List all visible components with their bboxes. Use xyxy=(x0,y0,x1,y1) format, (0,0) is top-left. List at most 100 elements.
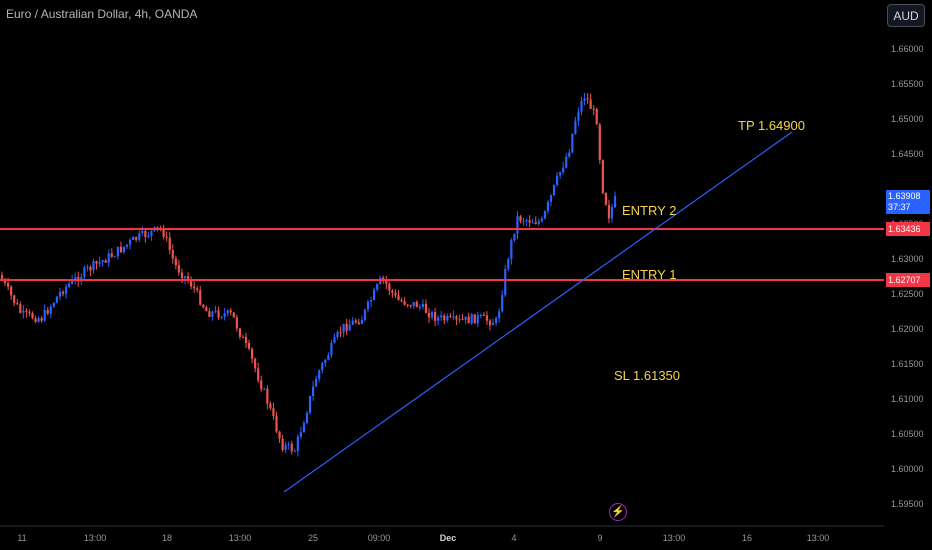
time-label: Dec xyxy=(439,533,457,543)
candle-body xyxy=(589,99,592,109)
candle-body xyxy=(449,315,452,317)
candle-body xyxy=(464,316,467,320)
candle-body xyxy=(308,395,312,413)
candle-body xyxy=(366,301,370,310)
candle-body xyxy=(400,299,403,302)
candle-body xyxy=(324,359,327,364)
candle-body xyxy=(565,156,568,168)
candle-body xyxy=(382,277,385,280)
candle-body xyxy=(546,201,550,212)
candle-body xyxy=(516,216,519,234)
candle-body xyxy=(101,260,104,262)
time-label: 13:00 xyxy=(662,533,686,543)
trendline[interactable] xyxy=(283,131,793,493)
candle-body xyxy=(592,108,595,110)
price-label: 1.63000 xyxy=(891,254,924,264)
candle-body xyxy=(284,444,287,450)
candle-body xyxy=(226,310,229,314)
price-label: 1.61500 xyxy=(891,359,924,369)
candle-body xyxy=(440,315,443,318)
candle-body xyxy=(25,310,28,312)
candle-body xyxy=(31,313,34,319)
candle-body xyxy=(55,296,58,303)
candle-body xyxy=(397,295,400,300)
candle-body xyxy=(49,306,52,314)
candle-body xyxy=(183,276,187,279)
candle-body xyxy=(10,286,13,296)
candle-body xyxy=(455,316,458,320)
price-label: 1.62000 xyxy=(891,324,924,334)
bar-countdown: 37:37 xyxy=(888,202,911,212)
candle-body xyxy=(388,283,391,291)
candle-body xyxy=(315,378,318,387)
candle-body xyxy=(437,317,440,321)
candle-body xyxy=(107,253,110,263)
time-label: 09:00 xyxy=(367,533,391,543)
candle-body xyxy=(68,283,71,287)
candle-body xyxy=(116,246,119,257)
candle-body xyxy=(607,204,611,219)
candle-body xyxy=(156,226,159,228)
candle-body xyxy=(412,302,415,307)
candle-body xyxy=(305,412,309,423)
candle-body xyxy=(568,152,571,157)
candle-body xyxy=(363,309,367,320)
candle-body xyxy=(129,239,132,245)
candle-body xyxy=(580,100,583,112)
candle-body xyxy=(485,315,489,321)
candle-body xyxy=(186,276,190,281)
candle-body xyxy=(104,260,107,263)
candle-body xyxy=(531,222,534,224)
sl-annotation[interactable]: SL 1.61350 xyxy=(614,368,681,383)
chart-title: Euro / Australian Dollar, 4h, OANDA xyxy=(6,7,198,21)
candle-body xyxy=(479,314,482,316)
currency-button[interactable]: AUD xyxy=(887,4,925,27)
candle-body xyxy=(110,253,113,257)
candle-body xyxy=(522,221,525,223)
candle-body xyxy=(22,310,25,313)
candle-body xyxy=(604,193,607,205)
candle-body xyxy=(260,380,263,390)
candle-body xyxy=(16,303,19,305)
price-label: 1.65000 xyxy=(891,114,924,124)
candle-body xyxy=(583,98,586,101)
candle-body xyxy=(122,246,126,253)
candle-body xyxy=(430,312,434,318)
candle-body xyxy=(491,322,495,326)
candle-body xyxy=(571,133,574,153)
candle-body xyxy=(339,332,342,334)
candle-body xyxy=(95,261,98,264)
candle-body xyxy=(528,220,531,223)
candle-body xyxy=(138,233,141,240)
candle-body xyxy=(549,195,553,202)
candle-body xyxy=(513,233,516,241)
candle-body xyxy=(446,315,449,321)
candle-body xyxy=(214,310,217,312)
candle-body xyxy=(287,443,290,445)
candle-body xyxy=(202,304,205,308)
candle-body xyxy=(385,279,388,284)
entry1-annotation[interactable]: ENTRY 1 xyxy=(622,267,677,282)
candle-body xyxy=(376,284,379,290)
candle-body xyxy=(482,314,485,316)
tp-annotation[interactable]: TP 1.64900 xyxy=(738,118,805,133)
entry2-annotation[interactable]: ENTRY 2 xyxy=(622,203,677,218)
candle-body xyxy=(519,216,522,222)
candle-body xyxy=(336,332,339,338)
candle-body xyxy=(498,311,501,319)
candle-body xyxy=(211,311,214,317)
candle-body xyxy=(577,111,580,121)
candle-body xyxy=(220,317,223,319)
upper-line-price-tag: 1.63436 xyxy=(886,222,930,236)
price-label: 1.60000 xyxy=(891,464,924,474)
candle-body xyxy=(147,235,150,238)
candle-body xyxy=(360,319,363,325)
candle-body xyxy=(150,230,153,236)
candle-body xyxy=(348,324,351,331)
candle-body xyxy=(299,432,302,437)
candle-body xyxy=(64,286,68,294)
lightning-icon[interactable]: ⚡ xyxy=(609,503,627,521)
candle-body xyxy=(342,323,345,333)
candle-body xyxy=(427,312,431,318)
